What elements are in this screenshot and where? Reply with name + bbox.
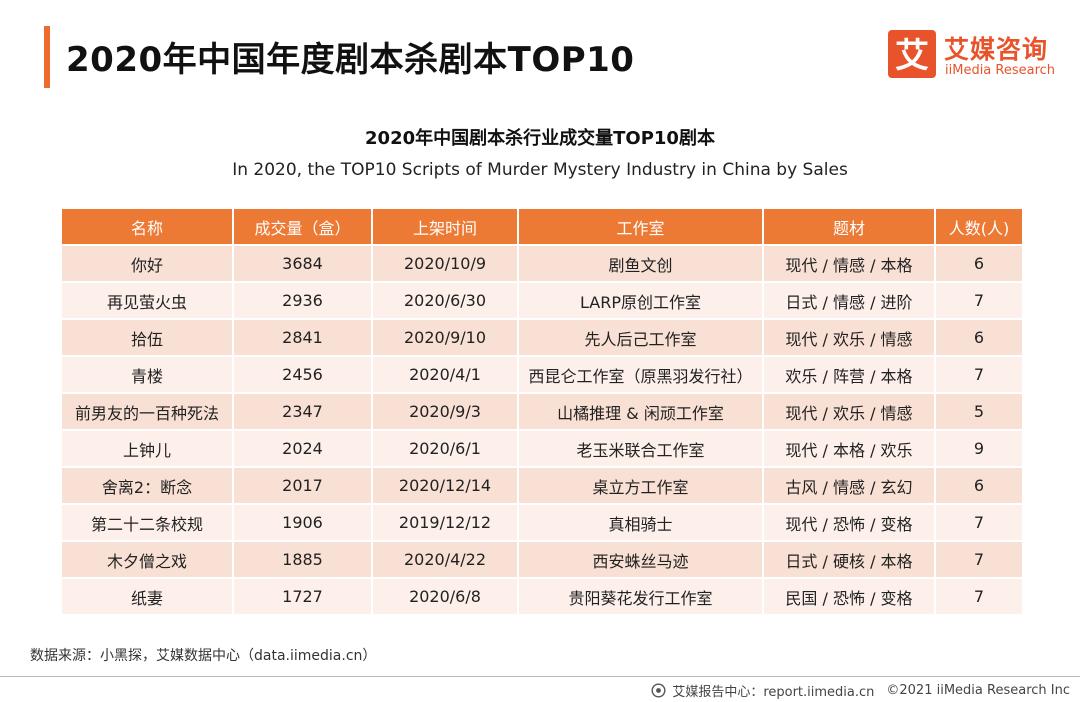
table-row: 纸妻 1727 2020/6/8 贵阳葵花发行工作室 民国 / 恐怖 / 变格 …: [62, 579, 1022, 614]
cell-genre: 日式 / 硬核 / 本格: [764, 542, 934, 577]
cell-genre: 现代 / 恐怖 / 变格: [764, 505, 934, 540]
cell-genre: 民国 / 恐怖 / 变格: [764, 579, 934, 614]
cell-name: 木夕僧之戏: [62, 542, 232, 577]
cell-players: 9: [936, 431, 1022, 466]
cell-studio: 真相骑士: [519, 505, 762, 540]
cell-sales: 2024: [234, 431, 371, 466]
report-center-link[interactable]: 艾媒报告中心：report.iimedia.cn: [672, 685, 875, 700]
cell-release-date: 2020/9/10: [373, 320, 517, 355]
cell-release-date: 2020/6/30: [373, 283, 517, 318]
cell-players: 7: [936, 357, 1022, 392]
cell-release-date: 2020/4/22: [373, 542, 517, 577]
cell-players: 5: [936, 394, 1022, 429]
table-row: 第二十二条校规 1906 2019/12/12 真相骑士 现代 / 恐怖 / 变…: [62, 505, 1022, 540]
cell-studio: 老玉米联合工作室: [519, 431, 762, 466]
copyright-text: ©2021 iiMedia Research Inc: [886, 683, 1070, 698]
cell-release-date: 2020/9/3: [373, 394, 517, 429]
cell-release-date: 2020/6/1: [373, 431, 517, 466]
cell-studio: 先人后己工作室: [519, 320, 762, 355]
footer-divider: [0, 676, 1080, 677]
cell-studio: 剧鱼文创: [519, 246, 762, 281]
table-row: 木夕僧之戏 1885 2020/4/22 西安蛛丝马迹 日式 / 硬核 / 本格…: [62, 542, 1022, 577]
cell-sales: 2936: [234, 283, 371, 318]
cell-name: 你好: [62, 246, 232, 281]
cell-sales: 2841: [234, 320, 371, 355]
cell-players: 7: [936, 579, 1022, 614]
data-source-note: 数据来源：小黑探，艾媒数据中心（data.iimedia.cn）: [30, 648, 377, 664]
col-header-name: 名称: [62, 209, 232, 244]
cell-players: 6: [936, 320, 1022, 355]
cell-sales: 2017: [234, 468, 371, 503]
cell-name: 再见萤火虫: [62, 283, 232, 318]
table-row: 再见萤火虫 2936 2020/6/30 LARP原创工作室 日式 / 情感 /…: [62, 283, 1022, 318]
col-header-sales: 成交量（盒）: [234, 209, 371, 244]
cell-players: 7: [936, 542, 1022, 577]
cell-sales: 1727: [234, 579, 371, 614]
logo-text-en: iiMedia Research: [945, 63, 1056, 78]
iimedia-logo: 艾 艾媒咨询 iiMedia Research: [888, 30, 1058, 82]
table-row: 你好 3684 2020/10/9 剧鱼文创 现代 / 情感 / 本格 6: [62, 246, 1022, 281]
cell-studio: 西安蛛丝马迹: [519, 542, 762, 577]
top10-scripts-table: 名称 成交量（盒） 上架时间 工作室 题材 人数(人) 你好 3684 2020…: [60, 207, 1024, 616]
cell-release-date: 2019/12/12: [373, 505, 517, 540]
cell-genre: 现代 / 欢乐 / 情感: [764, 320, 934, 355]
cell-players: 6: [936, 246, 1022, 281]
cell-players: 6: [936, 468, 1022, 503]
table-row: 舍离2：断念 2017 2020/12/14 桌立方工作室 古风 / 情感 / …: [62, 468, 1022, 503]
cell-name: 青楼: [62, 357, 232, 392]
logo-mark-icon: 艾: [888, 30, 936, 78]
cell-players: 7: [936, 505, 1022, 540]
cell-genre: 欢乐 / 阵营 / 本格: [764, 357, 934, 392]
col-header-release-date: 上架时间: [373, 209, 517, 244]
table-title-en: In 2020, the TOP10 Scripts of Murder Mys…: [232, 160, 848, 180]
cell-genre: 日式 / 情感 / 进阶: [764, 283, 934, 318]
table-row: 拾伍 2841 2020/9/10 先人后己工作室 现代 / 欢乐 / 情感 6: [62, 320, 1022, 355]
cell-sales: 1906: [234, 505, 371, 540]
logo-mark-text: 艾: [895, 36, 929, 76]
cell-release-date: 2020/12/14: [373, 468, 517, 503]
cell-genre: 现代 / 欢乐 / 情感: [764, 394, 934, 429]
cell-studio: 贵阳葵花发行工作室: [519, 579, 762, 614]
table-row: 前男友的一百种死法 2347 2020/9/3 山橘推理 & 闲顽工作室 现代 …: [62, 394, 1022, 429]
cell-name: 上钟儿: [62, 431, 232, 466]
logo-text-cn: 艾媒咨询: [944, 35, 1049, 64]
cell-sales: 1885: [234, 542, 371, 577]
report-center-icon: [651, 683, 666, 698]
footer: 艾媒报告中心：report.iimedia.cn ©2021 iiMedia R…: [651, 681, 1070, 700]
cell-studio: LARP原创工作室: [519, 283, 762, 318]
cell-name: 舍离2：断念: [62, 468, 232, 503]
title-accent-bar: [44, 26, 50, 88]
cell-sales: 2347: [234, 394, 371, 429]
col-header-players: 人数(人): [936, 209, 1022, 244]
table-title-cn: 2020年中国剧本杀行业成交量TOP10剧本: [365, 128, 715, 149]
cell-genre: 古风 / 情感 / 玄幻: [764, 468, 934, 503]
col-header-studio: 工作室: [519, 209, 762, 244]
table-header-row: 名称 成交量（盒） 上架时间 工作室 题材 人数(人): [62, 209, 1022, 244]
cell-studio: 桌立方工作室: [519, 468, 762, 503]
page-title: 2020年中国年度剧本杀剧本TOP10: [66, 40, 635, 80]
col-header-genre: 题材: [764, 209, 934, 244]
cell-genre: 现代 / 情感 / 本格: [764, 246, 934, 281]
cell-name: 前男友的一百种死法: [62, 394, 232, 429]
cell-release-date: 2020/10/9: [373, 246, 517, 281]
cell-release-date: 2020/4/1: [373, 357, 517, 392]
cell-studio: 山橘推理 & 闲顽工作室: [519, 394, 762, 429]
cell-release-date: 2020/6/8: [373, 579, 517, 614]
cell-name: 纸妻: [62, 579, 232, 614]
cell-sales: 3684: [234, 246, 371, 281]
cell-genre: 现代 / 本格 / 欢乐: [764, 431, 934, 466]
cell-players: 7: [936, 283, 1022, 318]
table-row: 青楼 2456 2020/4/1 西昆仑工作室（原黑羽发行社） 欢乐 / 阵营 …: [62, 357, 1022, 392]
cell-sales: 2456: [234, 357, 371, 392]
cell-name: 拾伍: [62, 320, 232, 355]
cell-studio: 西昆仑工作室（原黑羽发行社）: [519, 357, 762, 392]
table-row: 上钟儿 2024 2020/6/1 老玉米联合工作室 现代 / 本格 / 欢乐 …: [62, 431, 1022, 466]
cell-name: 第二十二条校规: [62, 505, 232, 540]
